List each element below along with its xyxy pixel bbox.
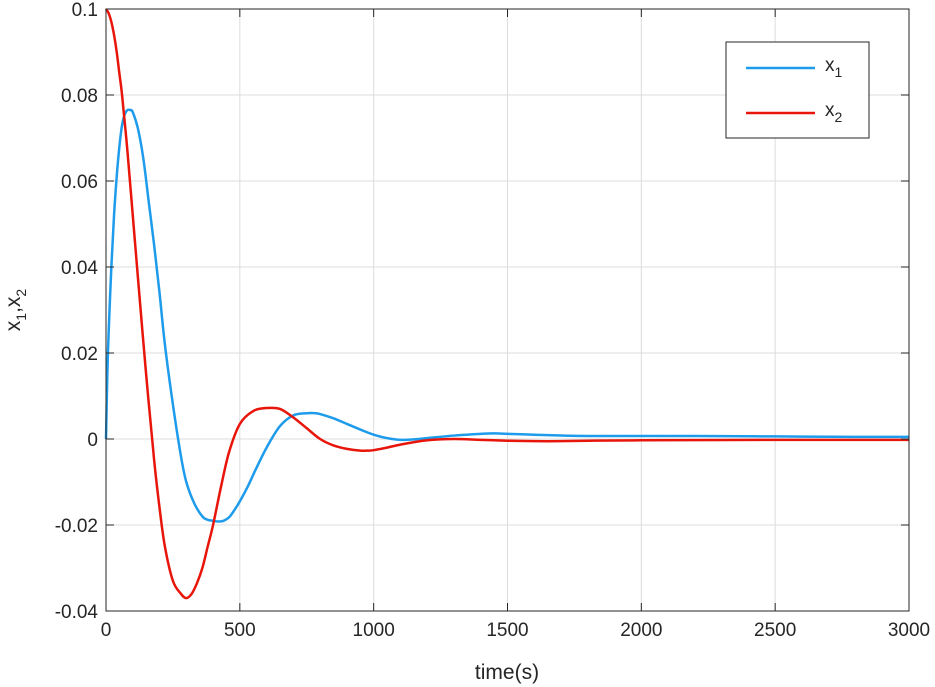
axis-ticks: 0 500 1000 1500 2000 2500 3000 -0.04 -0.02 0 0.02 0… <box>55 0 930 641</box>
series-line-x2 <box>104 8 910 600</box>
y-tick-label: -0.02 <box>55 516 98 537</box>
x-tick-label: 3000 <box>888 620 930 641</box>
y-tick-label: 0.02 <box>61 344 98 365</box>
legend: x1 x2 <box>725 41 870 139</box>
x-tick-label: 2000 <box>620 620 662 641</box>
y-axis-label-sep: ,x <box>2 296 25 313</box>
y-axis-label-sub2: 2 <box>13 289 29 297</box>
legend-label-x2: x2 <box>825 100 843 125</box>
y-tick-label: 0.06 <box>61 172 98 193</box>
y-tick-label: -0.04 <box>55 602 99 623</box>
y-axis-label-base: x <box>2 320 25 331</box>
legend-label-x1: x1 <box>825 55 843 80</box>
legend-box <box>725 41 870 139</box>
x-tick-label: 2500 <box>754 620 796 641</box>
y-tick-label: 0 <box>87 430 98 451</box>
x-axis-label: time(s) <box>475 661 539 684</box>
y-tick-label: 0.08 <box>61 86 98 107</box>
x-tick-label: 1500 <box>486 620 528 641</box>
y-tick-label: 0.04 <box>61 258 98 279</box>
series-line-x1 <box>104 108 910 523</box>
y-axis-label: x1,x2 <box>2 289 29 332</box>
series-layer <box>104 8 910 600</box>
y-tick-label: 0.1 <box>72 0 98 21</box>
x-tick-label: 0 <box>101 620 112 641</box>
x-tick-label: 1000 <box>353 620 395 641</box>
x-tick-label: 500 <box>224 620 256 641</box>
y-axis-label-sub1: 1 <box>13 313 29 321</box>
